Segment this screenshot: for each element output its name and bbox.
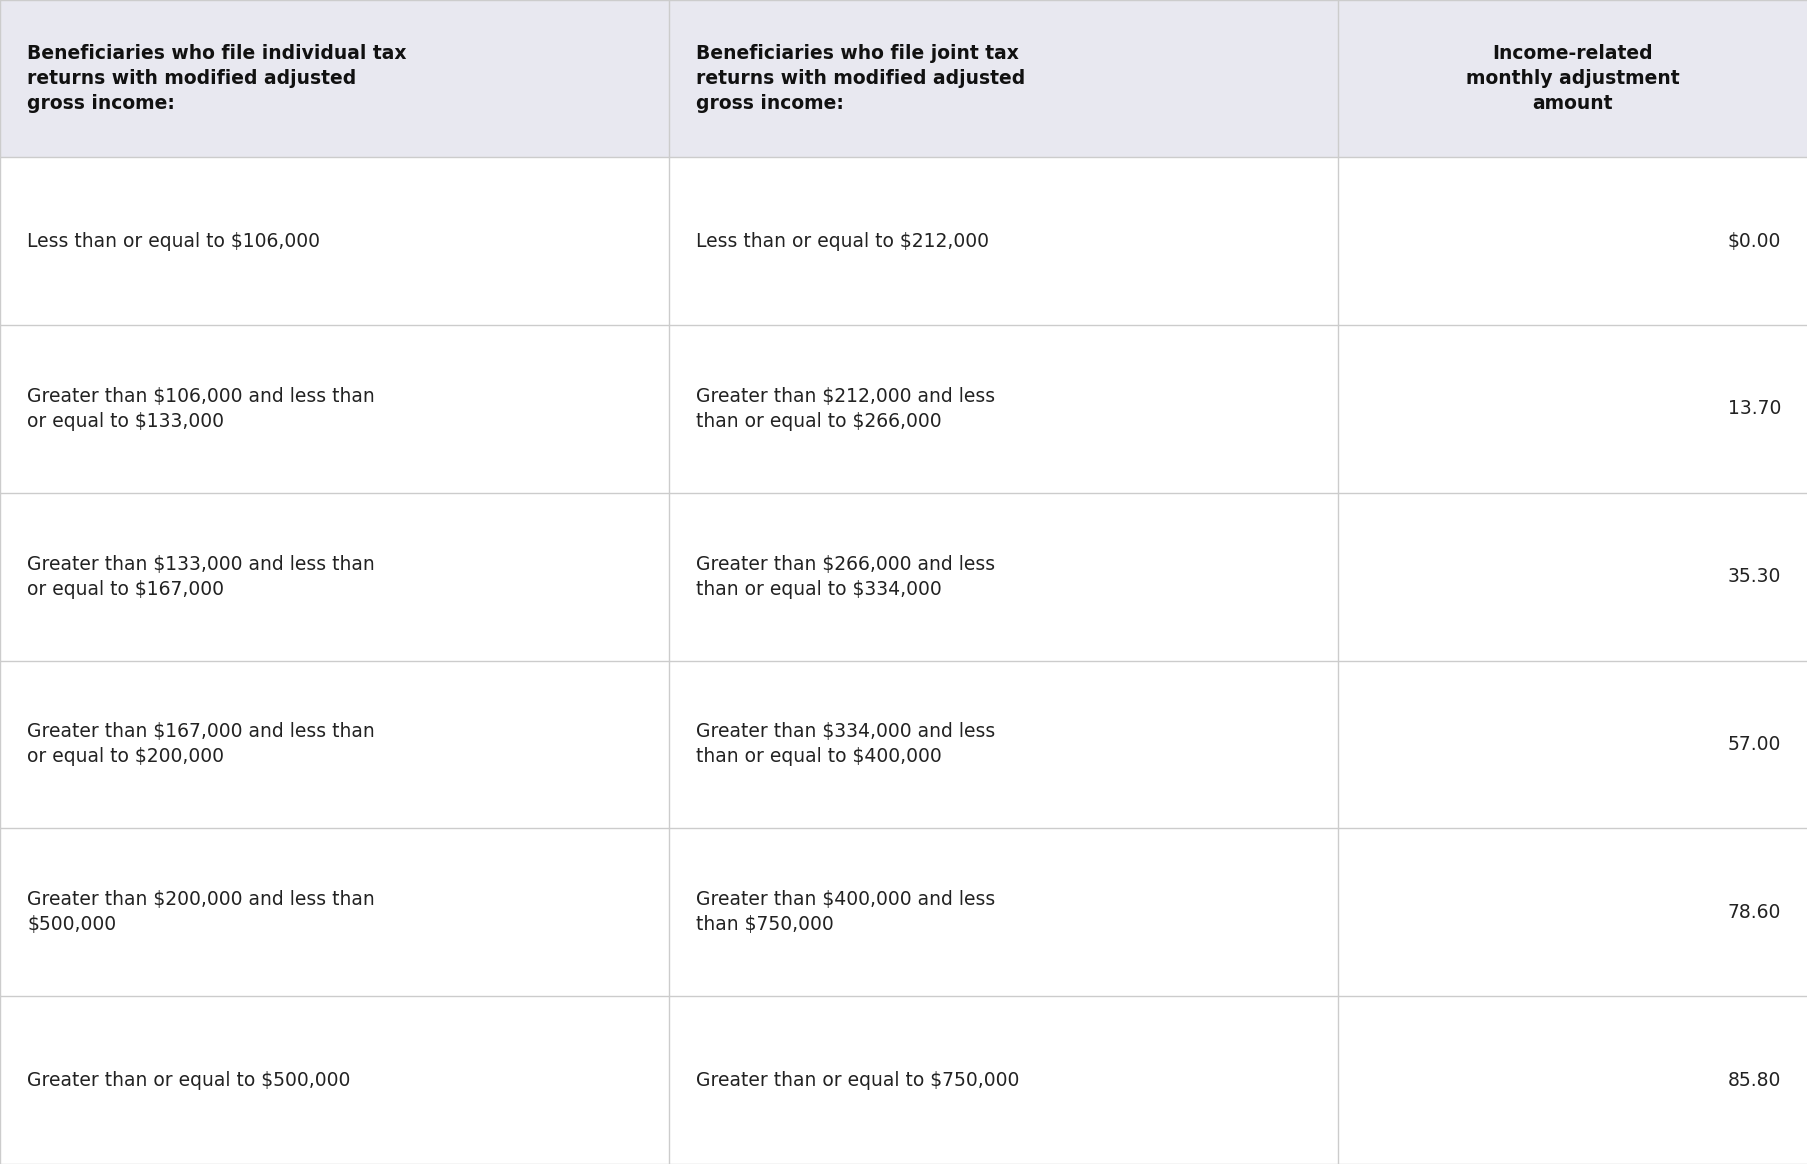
Text: 57.00: 57.00 [1726, 734, 1780, 754]
Bar [0, 661, 1807, 829]
Text: Greater than $400,000 and less
than $750,000: Greater than $400,000 and less than $750… [696, 890, 996, 935]
Text: Greater than $167,000 and less than
or equal to $200,000: Greater than $167,000 and less than or e… [27, 723, 374, 766]
Text: 78.60: 78.60 [1726, 903, 1780, 922]
Bar [0, 996, 1807, 1164]
Text: Beneficiaries who file individual tax
returns with modified adjusted
gross incom: Beneficiaries who file individual tax re… [27, 44, 407, 113]
Text: Greater than $266,000 and less
than or equal to $334,000: Greater than $266,000 and less than or e… [696, 555, 994, 598]
Text: Greater than $200,000 and less than
$500,000: Greater than $200,000 and less than $500… [27, 890, 374, 935]
Text: 35.30: 35.30 [1726, 567, 1780, 587]
Text: Greater than $334,000 and less
than or equal to $400,000: Greater than $334,000 and less than or e… [696, 723, 996, 766]
Text: Beneficiaries who file joint tax
returns with modified adjusted
gross income:: Beneficiaries who file joint tax returns… [696, 44, 1025, 113]
Bar [0, 829, 1807, 996]
Text: Greater than or equal to $500,000: Greater than or equal to $500,000 [27, 1071, 351, 1090]
Text: Less than or equal to $212,000: Less than or equal to $212,000 [696, 232, 988, 250]
Text: $0.00: $0.00 [1726, 232, 1780, 250]
Text: Greater than $106,000 and less than
or equal to $133,000: Greater than $106,000 and less than or e… [27, 386, 374, 431]
Text: Greater than or equal to $750,000: Greater than or equal to $750,000 [696, 1071, 1019, 1090]
Text: Income-related
monthly adjustment
amount: Income-related monthly adjustment amount [1465, 44, 1679, 113]
Text: Less than or equal to $106,000: Less than or equal to $106,000 [27, 232, 320, 250]
Text: Greater than $212,000 and less
than or equal to $266,000: Greater than $212,000 and less than or e… [696, 386, 994, 431]
Bar [0, 325, 1807, 492]
Bar [0, 157, 1807, 325]
Bar [0, 0, 1807, 157]
Bar [0, 492, 1807, 661]
Text: 85.80: 85.80 [1726, 1071, 1780, 1090]
Text: 13.70: 13.70 [1726, 399, 1780, 418]
Text: Greater than $133,000 and less than
or equal to $167,000: Greater than $133,000 and less than or e… [27, 555, 374, 598]
